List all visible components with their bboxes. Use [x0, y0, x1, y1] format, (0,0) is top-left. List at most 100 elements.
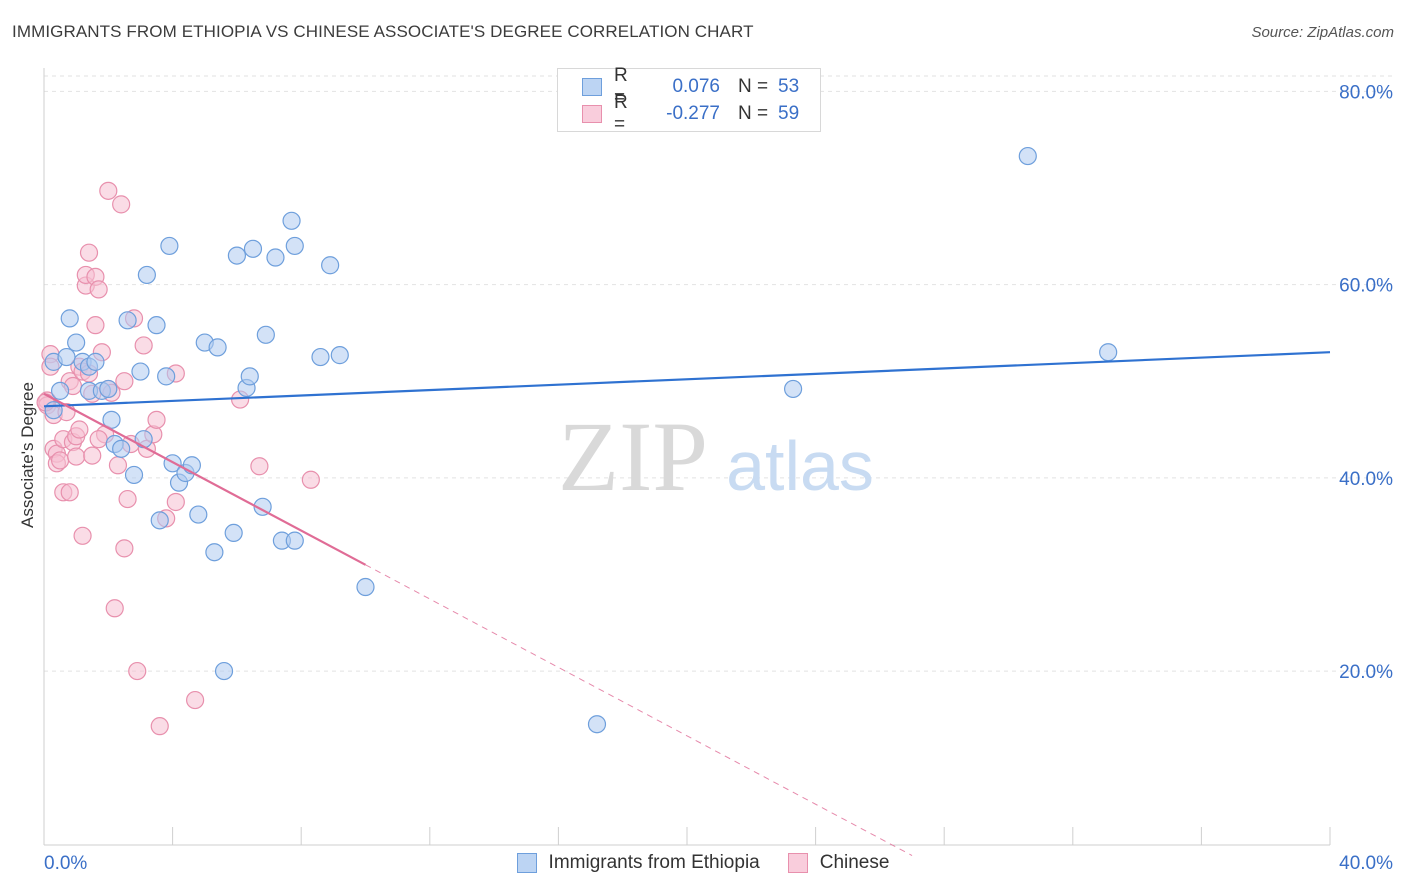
y-tick-label: 80.0%: [1339, 82, 1393, 103]
chinese-point: [186, 690, 205, 710]
chinese-point: [128, 661, 147, 681]
ethiopia-point: [311, 347, 330, 367]
x-tick-label: 40.0%: [1339, 853, 1393, 874]
ethiopia-point: [356, 577, 375, 597]
y-tick-label: 60.0%: [1339, 276, 1393, 297]
chinese-point: [83, 446, 102, 465]
chinese-point: [89, 280, 108, 299]
ethiopia-point: [131, 362, 150, 381]
chinese-point: [105, 599, 124, 618]
ethiopia-point: [321, 256, 340, 275]
ethiopia-point: [285, 236, 304, 256]
legend-r-label: R =: [614, 92, 628, 135]
chinese-point: [89, 430, 108, 449]
ethiopia-point: [243, 239, 263, 258]
legend-item-ethiopia[interactable]: Immigrants from Ethiopia: [516, 852, 760, 874]
stats-legend: R = 0.076 N = 53 R = -0.277 N = 59: [557, 65, 821, 135]
chinese-point: [301, 470, 320, 489]
legend-r-label: R =: [614, 65, 628, 108]
chinese-point: [70, 420, 89, 439]
ethiopia-point: [189, 505, 208, 524]
legend-swatch-blue: [582, 78, 602, 96]
chinese-point: [250, 457, 269, 476]
ethiopia-point: [60, 309, 79, 328]
ethiopia-point: [118, 311, 137, 330]
ethiopia-point: [253, 497, 272, 516]
legend-row-ethiopia: R = 0.076 N = 53: [582, 65, 800, 108]
chinese-point: [134, 336, 153, 355]
y-tick-labels: 20.0% 40.0% 60.0% 80.0%: [1339, 82, 1393, 683]
ethiopia-point: [224, 523, 243, 543]
ethiopia-point: [227, 246, 246, 265]
legend-n-value: 53: [778, 76, 800, 97]
chinese-point: [115, 372, 134, 391]
ethiopia-trend-line: [43, 351, 1331, 408]
legend-n-value: 59: [778, 103, 800, 124]
ethiopia-point: [330, 346, 349, 365]
chinese-point: [115, 539, 134, 558]
chinese-point: [50, 451, 70, 470]
legend-item-chinese[interactable]: Chinese: [787, 852, 889, 874]
ethiopia-point: [112, 439, 131, 458]
ethiopia-point: [160, 236, 179, 256]
y-tick-label: 40.0%: [1339, 469, 1393, 490]
chinese-trend-extension: [365, 564, 913, 856]
ethiopia-point: [67, 333, 86, 352]
ethiopia-point: [57, 347, 76, 367]
legend-swatch-pink: [787, 853, 808, 873]
y-axis-label: Associate's Degree: [18, 382, 37, 528]
ethiopia-point: [285, 531, 304, 550]
ethiopia-point: [214, 661, 234, 681]
chinese-point: [108, 456, 128, 475]
ethiopia-point: [1099, 343, 1118, 362]
ethiopia-point: [587, 715, 607, 734]
series-legend: Immigrants from Ethiopia Chinese: [0, 852, 1406, 874]
ethiopia-point: [147, 316, 166, 335]
chinese-point: [73, 526, 92, 545]
legend-n-label: N =: [738, 76, 769, 97]
trend-lines: [43, 351, 1331, 856]
legend-n-label: N =: [738, 103, 769, 124]
y-tick-label: 20.0%: [1339, 662, 1393, 683]
ethiopia-point: [86, 352, 105, 371]
watermark-zip: ZIP: [558, 401, 708, 512]
ethiopia-point: [256, 325, 275, 344]
legend-row-chinese: R = -0.277 N = 59: [582, 92, 800, 135]
x-tick-labels: 0.0% 40.0%: [44, 853, 1393, 874]
legend-swatch-pink: [582, 105, 602, 123]
legend-r-value: 0.076: [672, 76, 720, 97]
ethiopia-point: [1018, 146, 1037, 166]
ethiopia-point: [44, 401, 63, 420]
ethiopia-point: [137, 265, 156, 285]
ethiopia-point: [783, 379, 803, 399]
axes: [43, 68, 1331, 846]
x-tick-label: 0.0%: [44, 853, 87, 874]
ethiopia-point: [208, 338, 227, 357]
chinese-point: [166, 492, 185, 512]
ethiopia-point: [99, 379, 118, 399]
chinese-point: [118, 489, 137, 509]
ethiopia-point: [124, 465, 144, 485]
series-ethiopia-points: [44, 146, 1118, 734]
chart-title: IMMIGRANTS FROM ETHIOPIA VS CHINESE ASSO…: [12, 22, 754, 41]
legend-swatch-blue: [516, 853, 537, 873]
ethiopia-point: [50, 381, 70, 400]
ethiopia-point: [102, 410, 121, 429]
chinese-trend-line: [43, 392, 367, 566]
chinese-point: [99, 181, 118, 200]
chinese-point: [147, 410, 166, 429]
legend-r-value: -0.277: [666, 103, 720, 124]
ethiopia-point: [157, 367, 176, 386]
ethiopia-point: [282, 211, 301, 230]
legend-label-ethiopia: Immigrants from Ethiopia: [548, 852, 760, 873]
chart-source: Source: ZipAtlas.com: [1251, 24, 1394, 41]
chinese-point: [79, 243, 99, 262]
chinese-point: [150, 717, 169, 736]
ethiopia-point: [150, 511, 169, 530]
chinese-point: [67, 447, 86, 466]
watermark: ZIP atlas: [558, 401, 874, 512]
ethiopia-point: [240, 367, 259, 386]
watermark-atlas: atlas: [726, 427, 874, 505]
ethiopia-point: [205, 543, 224, 562]
